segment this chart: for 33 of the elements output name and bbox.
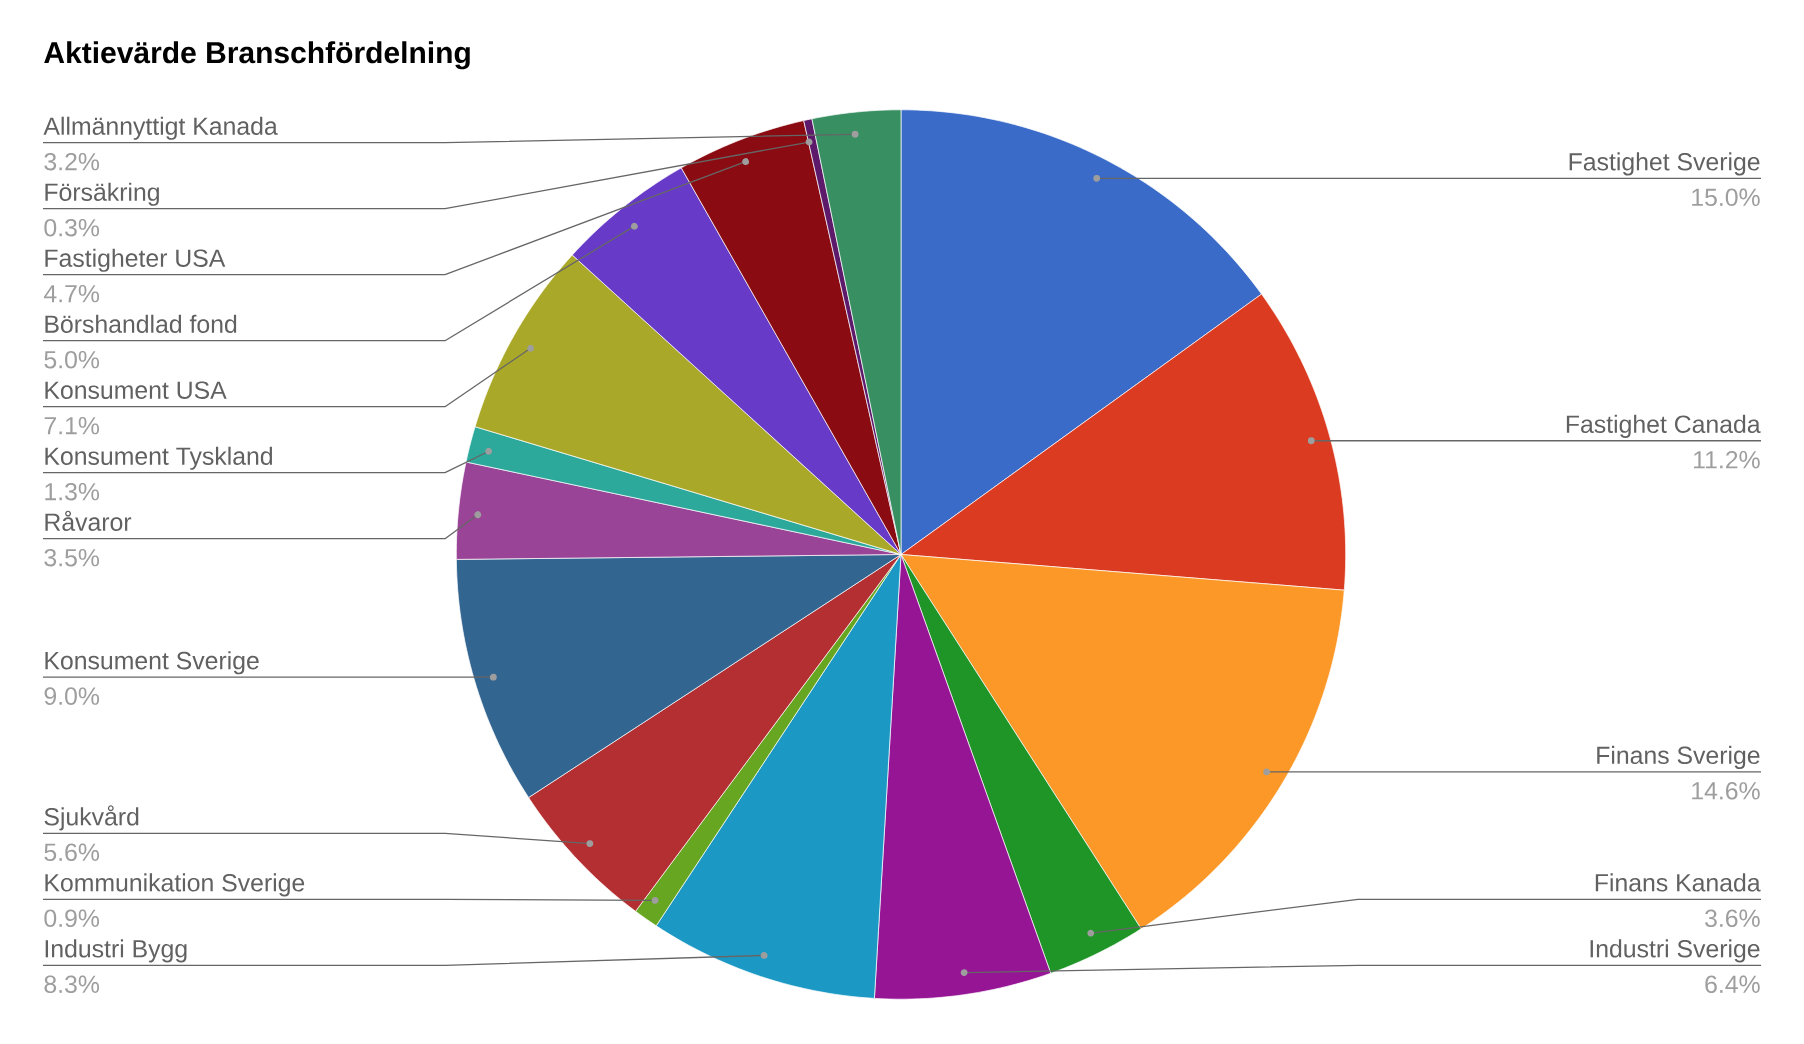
slice-label: Fastigheter USA bbox=[45, 248, 226, 272]
data-label: 3.6% bbox=[1705, 909, 1760, 928]
data-label: 0.9% bbox=[44, 909, 100, 928]
data-label: 7.1% bbox=[44, 416, 100, 435]
data-label: 1.3% bbox=[45, 482, 100, 501]
data-label: 5.0% bbox=[44, 350, 100, 369]
slice-label: Industri Bygg bbox=[45, 939, 187, 963]
data-label: 3.5% bbox=[44, 548, 100, 567]
data-label: 6.4% bbox=[1705, 975, 1760, 994]
data-label: 0.3% bbox=[44, 218, 100, 237]
slice-label: Börshandlad fond bbox=[45, 314, 237, 333]
slice-label: Industri Sverige bbox=[1590, 939, 1760, 963]
chart-title: Aktievärde Branschfördelning bbox=[44, 41, 470, 70]
slice-label: Konsument USA bbox=[45, 381, 227, 399]
data-label: 15.0% bbox=[1692, 188, 1760, 207]
slice-label: Konsument Tyskland bbox=[45, 446, 273, 470]
data-label: 11.2% bbox=[1694, 450, 1760, 469]
data-label: 9.0% bbox=[44, 687, 100, 705]
slice-label: Kommunikation Sverige bbox=[45, 873, 305, 897]
data-label: 3.2% bbox=[44, 152, 100, 171]
data-label: 4.7% bbox=[43, 284, 100, 303]
slice-label: Försäkring bbox=[45, 182, 159, 206]
slice-label: Fastighet Sverige bbox=[1569, 152, 1760, 176]
data-label: 8.3% bbox=[44, 975, 100, 994]
slice-label: Allmännyttigt Kanada bbox=[43, 116, 278, 140]
slice-label: Konsument Sverige bbox=[45, 651, 259, 675]
slice-label: Fastighet Canada bbox=[1566, 414, 1761, 438]
slice-label: Finans Kanada bbox=[1595, 873, 1761, 892]
slice-label: Råvaror bbox=[45, 510, 132, 531]
data-label: 14.6% bbox=[1692, 782, 1760, 800]
data-label: 5.6% bbox=[44, 843, 100, 862]
slice-label: Sjukvård bbox=[44, 805, 139, 831]
slice-label: Finans Sverige bbox=[1597, 745, 1760, 769]
